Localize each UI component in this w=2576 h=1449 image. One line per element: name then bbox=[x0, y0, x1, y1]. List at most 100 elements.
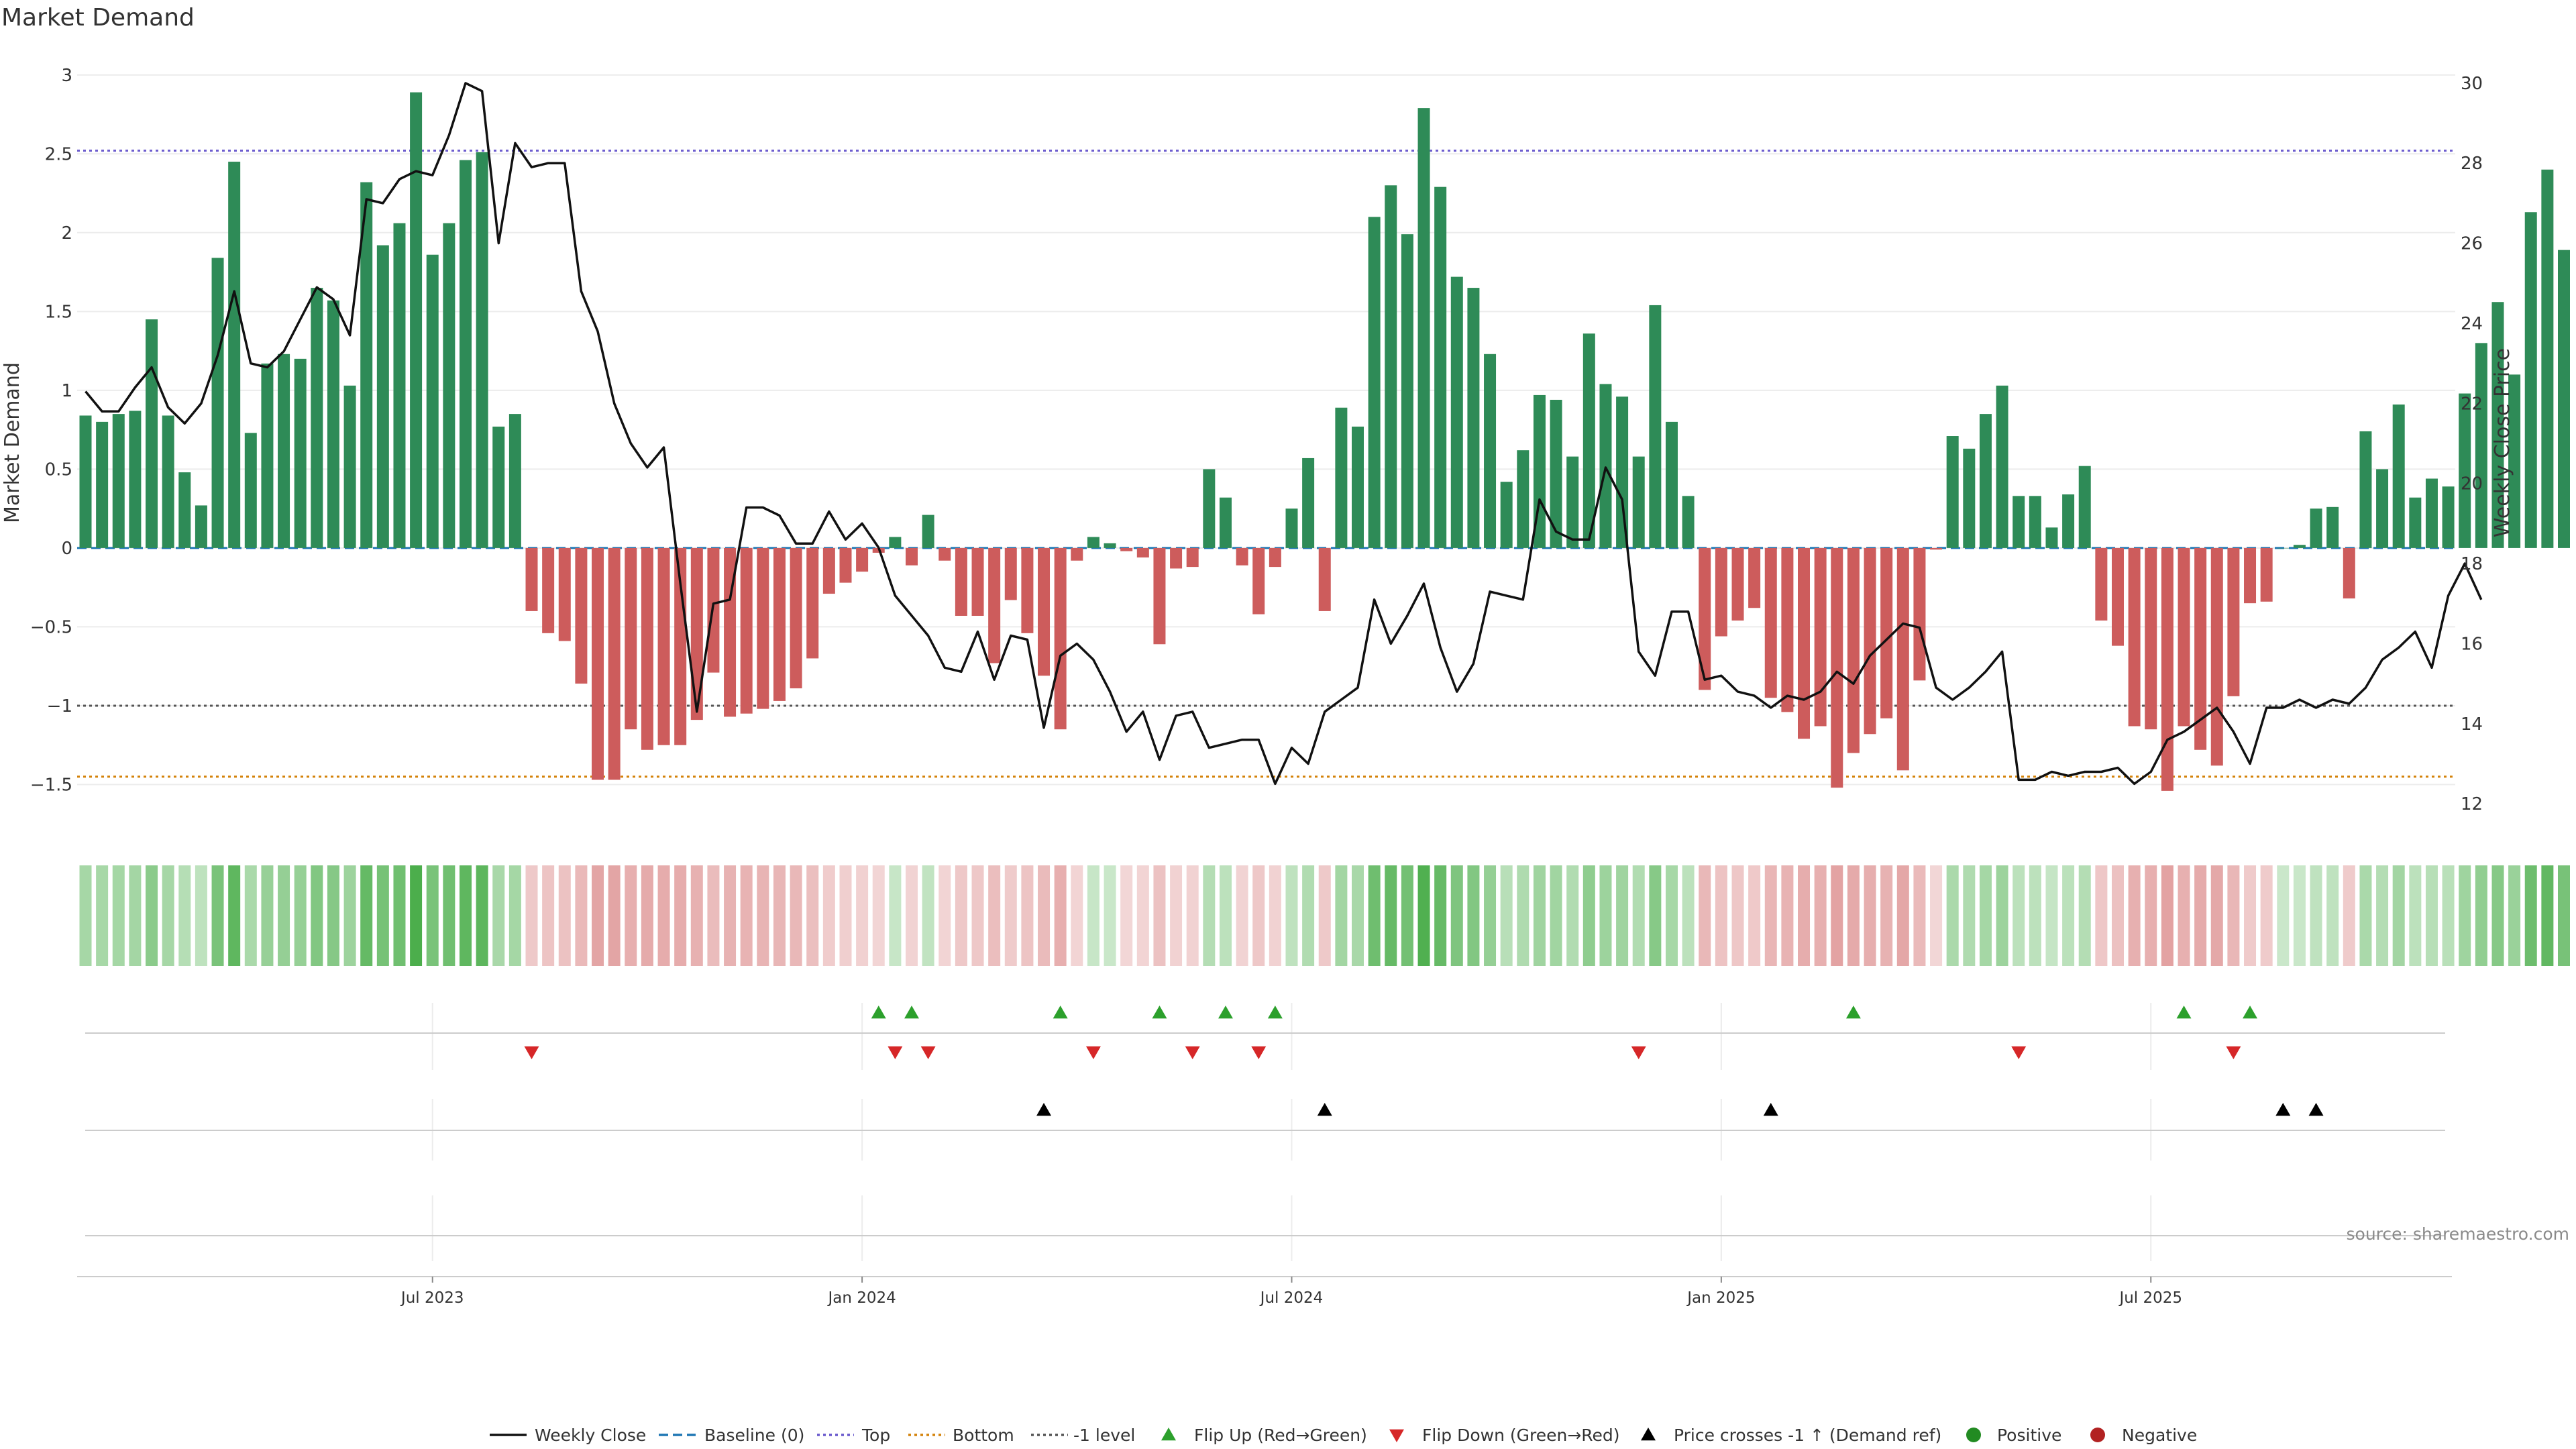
heat-cell bbox=[1484, 865, 1497, 966]
demand-bar bbox=[2442, 486, 2455, 548]
legend-label: -1 level bbox=[1073, 1426, 1135, 1445]
demand-bar bbox=[2045, 527, 2058, 548]
demand-bar bbox=[906, 547, 918, 566]
left-tick-label: −1.5 bbox=[30, 775, 72, 795]
legend-symbol bbox=[1966, 1428, 1981, 1442]
heat-cell bbox=[773, 865, 786, 966]
flip-up-marker bbox=[1152, 1006, 1167, 1019]
heat-cell bbox=[410, 865, 423, 966]
x-tick-label: Jan 2024 bbox=[826, 1289, 896, 1307]
demand-bar bbox=[955, 547, 967, 616]
demand-bar bbox=[476, 152, 488, 548]
heat-cell bbox=[2029, 865, 2041, 966]
heat-cell bbox=[2524, 865, 2537, 966]
heat-cell bbox=[1814, 865, 1827, 966]
demand-bar bbox=[690, 547, 703, 720]
demand-bar bbox=[1533, 394, 1546, 548]
heat-cell bbox=[1071, 865, 1083, 966]
heat-cell bbox=[690, 865, 703, 966]
demand-bar bbox=[1963, 448, 1976, 548]
heat-cell bbox=[889, 865, 902, 966]
chart-title: Market Demand bbox=[1, 4, 195, 32]
demand-bar bbox=[773, 547, 786, 701]
heat-cell bbox=[1285, 865, 1298, 966]
demand-bar bbox=[410, 92, 423, 548]
x-tick-label: Jan 2025 bbox=[1686, 1289, 1755, 1307]
x-tick-label: Jul 2023 bbox=[400, 1289, 464, 1307]
demand-bar bbox=[1484, 354, 1497, 548]
left-tick-label: 3 bbox=[61, 66, 72, 86]
heat-cell bbox=[1153, 865, 1166, 966]
heat-cell bbox=[1054, 865, 1067, 966]
heat-cell bbox=[1731, 865, 1744, 966]
demand-bar bbox=[1104, 543, 1116, 548]
heat-cell bbox=[2442, 865, 2455, 966]
heat-cell bbox=[343, 865, 356, 966]
demand-bar bbox=[822, 547, 835, 594]
heat-cell bbox=[674, 865, 687, 966]
demand-bar bbox=[1913, 547, 1926, 681]
left-tick-label: 2.5 bbox=[45, 144, 72, 164]
heat-cell bbox=[1004, 865, 1017, 966]
demand-bar bbox=[2012, 496, 2025, 548]
heat-cell bbox=[856, 865, 869, 966]
heat-cell bbox=[228, 865, 241, 966]
heat-cell bbox=[2227, 865, 2240, 966]
heat-cell bbox=[1847, 865, 1860, 966]
heat-cell bbox=[261, 865, 274, 966]
demand-bar bbox=[1302, 458, 1315, 548]
heat-cell bbox=[2178, 865, 2190, 966]
demand-bar bbox=[1582, 333, 1595, 548]
heat-cell bbox=[1335, 865, 1348, 966]
demand-bar bbox=[1352, 426, 1364, 548]
demand-bar bbox=[1880, 547, 1893, 718]
demand-bar bbox=[1236, 547, 1248, 566]
demand-bar bbox=[1781, 547, 1794, 712]
demand-bar bbox=[2508, 374, 2521, 548]
demand-bar bbox=[1930, 547, 1943, 550]
demand-bar bbox=[2343, 547, 2355, 599]
demand-bar bbox=[2111, 547, 2124, 646]
right-tick-label: 18 bbox=[2461, 554, 2483, 574]
demand-bar bbox=[674, 547, 687, 745]
left-tick-label: −0.5 bbox=[30, 617, 72, 637]
demand-bar bbox=[2078, 466, 2091, 548]
heat-cell bbox=[1896, 865, 1909, 966]
demand-bar bbox=[343, 385, 356, 548]
flip-down-marker bbox=[888, 1046, 903, 1059]
demand-bar bbox=[2558, 250, 2570, 548]
heat-cell bbox=[146, 865, 158, 966]
demand-bar bbox=[1038, 547, 1051, 676]
heat-cell bbox=[1517, 865, 1529, 966]
demand-bar bbox=[839, 547, 852, 583]
x-tick-label: Jul 2024 bbox=[1259, 1289, 1324, 1307]
right-tick-label: 12 bbox=[2461, 794, 2483, 814]
demand-bar bbox=[508, 414, 521, 548]
heat-cell bbox=[1946, 865, 1959, 966]
demand-bar bbox=[2277, 547, 2290, 549]
demand-bar bbox=[146, 319, 158, 548]
empty-events-panel bbox=[85, 1195, 2445, 1261]
demand-bar bbox=[1385, 185, 1397, 548]
demand-bar bbox=[757, 547, 769, 709]
heat-cell bbox=[311, 865, 323, 966]
heat-cell bbox=[2062, 865, 2075, 966]
heat-cell bbox=[2491, 865, 2504, 966]
legend-label: Bottom bbox=[953, 1426, 1014, 1445]
left-tick-label: 0 bbox=[61, 539, 72, 559]
demand-bar bbox=[2326, 506, 2339, 548]
demand-bar bbox=[1285, 508, 1298, 548]
demand-bar bbox=[112, 414, 125, 548]
heat-cell bbox=[1368, 865, 1381, 966]
price-cross-marker bbox=[1763, 1103, 1778, 1116]
heat-cell bbox=[112, 865, 125, 966]
heat-cell bbox=[426, 865, 439, 966]
heat-cell bbox=[1038, 865, 1051, 966]
heat-cell bbox=[1120, 865, 1133, 966]
price-cross-marker bbox=[2275, 1103, 2291, 1116]
demand-bar bbox=[278, 354, 290, 548]
flip-down-marker bbox=[1185, 1046, 1200, 1059]
demand-bar bbox=[1979, 414, 1992, 548]
demand-bar bbox=[2194, 547, 2207, 750]
right-tick-label: 14 bbox=[2461, 714, 2483, 735]
